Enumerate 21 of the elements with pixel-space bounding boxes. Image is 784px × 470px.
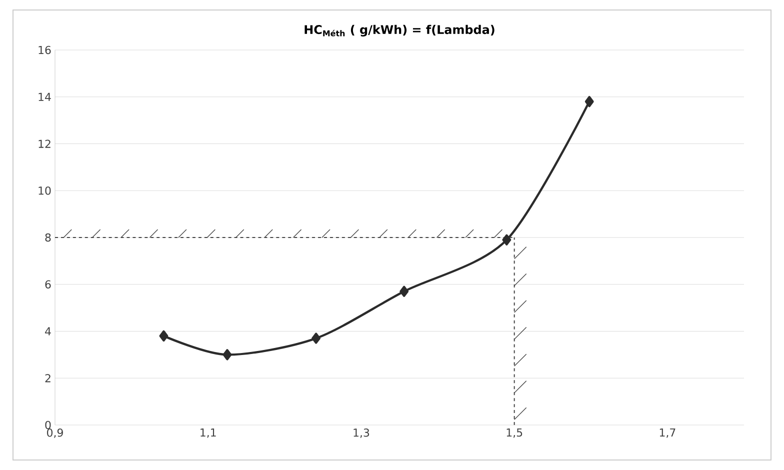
y-tick-label: 14 [38, 92, 51, 101]
y-tick-label: 6 [45, 280, 51, 289]
point [222, 349, 232, 360]
y-tick-label: 4 [45, 327, 51, 336]
y-tick-label: 16 [38, 46, 51, 54]
x-tick-label: 1,3 [354, 428, 370, 438]
y-tick-label: 0 [45, 420, 51, 430]
y-tick-label: 8 [45, 233, 51, 242]
point [312, 332, 321, 344]
point [502, 234, 512, 246]
x-tick-label: 1,7 [660, 428, 676, 438]
x-tick-label: 0,9 [47, 428, 63, 438]
y-tick-label: 10 [38, 186, 51, 195]
chart-title: HC$_{Méth}$ ( g/kWh) = f(Lambda) [304, 24, 494, 37]
x-tick-label: 1,1 [200, 428, 216, 438]
x-tick-label: 1,5 [506, 428, 522, 438]
y-tick-label: 2 [45, 374, 50, 382]
point [159, 330, 168, 342]
point [400, 286, 409, 297]
y-tick-label: 12 [38, 140, 50, 148]
point [584, 96, 594, 108]
